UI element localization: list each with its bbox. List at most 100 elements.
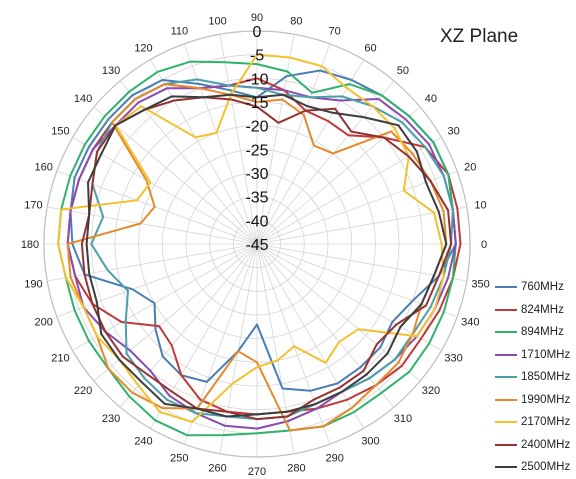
polar-grid [43, 30, 471, 458]
legend-item: 760MHz [495, 276, 570, 299]
radial-tick-label: -5 [250, 48, 264, 65]
angle-tick-label: 30 [447, 126, 459, 138]
angle-tick-label: 320 [422, 385, 440, 397]
grid-spoke [256, 243, 364, 429]
grid-spoke [256, 243, 458, 318]
grid-spoke [56, 243, 258, 318]
legend-label: 760MHz [521, 281, 564, 294]
series-line-760mhz [69, 69, 457, 392]
legend-item: 2500MHz [495, 456, 570, 479]
legend: 760MHz 824MHz 894MHz 1710MHz 1850MHz 1990MHz 2… [495, 276, 570, 479]
grid-spoke [256, 243, 442, 351]
angle-tick-label: 270 [248, 466, 266, 478]
angle-tick-label: 290 [325, 452, 343, 464]
grid-spoke [183, 243, 258, 445]
grid-spoke [256, 59, 364, 245]
angle-tick-label: 90 [251, 12, 263, 24]
angle-tick-label: 350 [471, 278, 489, 290]
series-line-2400mhz [80, 96, 453, 421]
grid-spoke [219, 34, 258, 245]
legend-item: 1850MHz [495, 366, 570, 389]
grid-spoke [150, 243, 258, 429]
legend-label: 2400MHz [521, 438, 571, 451]
legend-label: 2170MHz [521, 416, 571, 429]
angle-tick-label: 330 [444, 353, 462, 365]
legend-swatch [495, 443, 517, 446]
grid-spoke [47, 243, 258, 282]
legend-swatch [495, 376, 517, 379]
legend-swatch [495, 353, 517, 356]
grid-spoke [256, 243, 467, 282]
angle-tick-label: 180 [21, 239, 39, 251]
angle-tick-label: 40 [425, 93, 437, 105]
angle-tick-label: 260 [208, 463, 226, 475]
angle-tick-label: 50 [397, 65, 409, 77]
grid-spoke [93, 106, 258, 245]
grid-spoke [256, 243, 331, 445]
legend-swatch [495, 331, 517, 334]
angle-tick-label: 300 [361, 436, 379, 448]
angle-tick-label: 110 [171, 26, 189, 38]
legend-item: 1990MHz [495, 389, 570, 412]
grid-spoke [56, 170, 258, 245]
angle-tick-label: 250 [170, 452, 188, 464]
grid-spoke [150, 59, 258, 245]
radial-tick-label: -20 [245, 119, 268, 136]
angle-tick-label: 240 [134, 436, 152, 448]
grid-spoke [219, 243, 258, 454]
grid-spoke [256, 106, 421, 245]
angle-tick-label: 280 [287, 463, 305, 475]
legend-swatch [495, 286, 517, 289]
legend-swatch [495, 466, 517, 469]
legend-label: 824MHz [521, 303, 564, 316]
angle-tick-label: 0 [481, 239, 487, 251]
angle-tick-label: 80 [290, 15, 302, 27]
grid-spoke [256, 243, 295, 454]
series-line-1990mhz [66, 83, 448, 432]
grid-spoke [93, 243, 258, 382]
radial-tick-label: -45 [245, 237, 268, 254]
series-layer [57, 53, 462, 437]
grid-spoke [256, 137, 442, 245]
grid-spoke [256, 34, 295, 245]
legend-swatch [495, 398, 517, 401]
radial-tick-label: -30 [245, 166, 268, 183]
radial-tick-label: -40 [245, 213, 268, 230]
series-line-2170mhz [57, 53, 445, 423]
angle-tick-label: 210 [51, 353, 69, 365]
angle-tick-label: 120 [134, 42, 152, 54]
angle-tick-label: 170 [24, 200, 42, 212]
series-line-2500mhz [85, 93, 448, 418]
grid-spoke [256, 80, 395, 245]
angle-tick-label: 100 [208, 15, 226, 27]
grid-spoke [256, 243, 421, 382]
legend-item: 1710MHz [495, 344, 570, 367]
angle-tick-label: 70 [329, 26, 341, 38]
grid-spoke [183, 43, 258, 245]
legend-label: 894MHz [521, 326, 564, 339]
legend-swatch [495, 421, 517, 424]
legend-label: 1850MHz [521, 371, 571, 384]
angle-tick-label: 190 [24, 278, 42, 290]
legend-item: 824MHz [495, 299, 570, 322]
radial-tick-label: 0 [253, 24, 262, 41]
legend-swatch [495, 308, 517, 311]
grid-spoke [72, 243, 258, 351]
grid-spoke [72, 137, 258, 245]
angle-tick-label: 60 [364, 42, 376, 54]
legend-item: 2170MHz [495, 411, 570, 434]
legend-label: 2500MHz [521, 461, 571, 474]
angle-tick-label: 10 [474, 200, 486, 212]
legend-label: 1710MHz [521, 348, 571, 361]
grid-spoke [256, 170, 458, 245]
angle-tick-label: 230 [102, 413, 120, 425]
chart-title: XZ Plane [440, 26, 519, 47]
legend-item: 894MHz [495, 321, 570, 344]
angle-tick-label: 130 [102, 65, 120, 77]
grid-spoke [256, 43, 331, 245]
radial-tick-label: -10 [245, 71, 268, 88]
angle-tick-label: 150 [51, 126, 69, 138]
grid-spoke [256, 243, 395, 408]
angle-tick-labels: 0 10 20 30 40 50 60 70 80 90 100 110 120 130 140 150 160… [21, 12, 490, 478]
